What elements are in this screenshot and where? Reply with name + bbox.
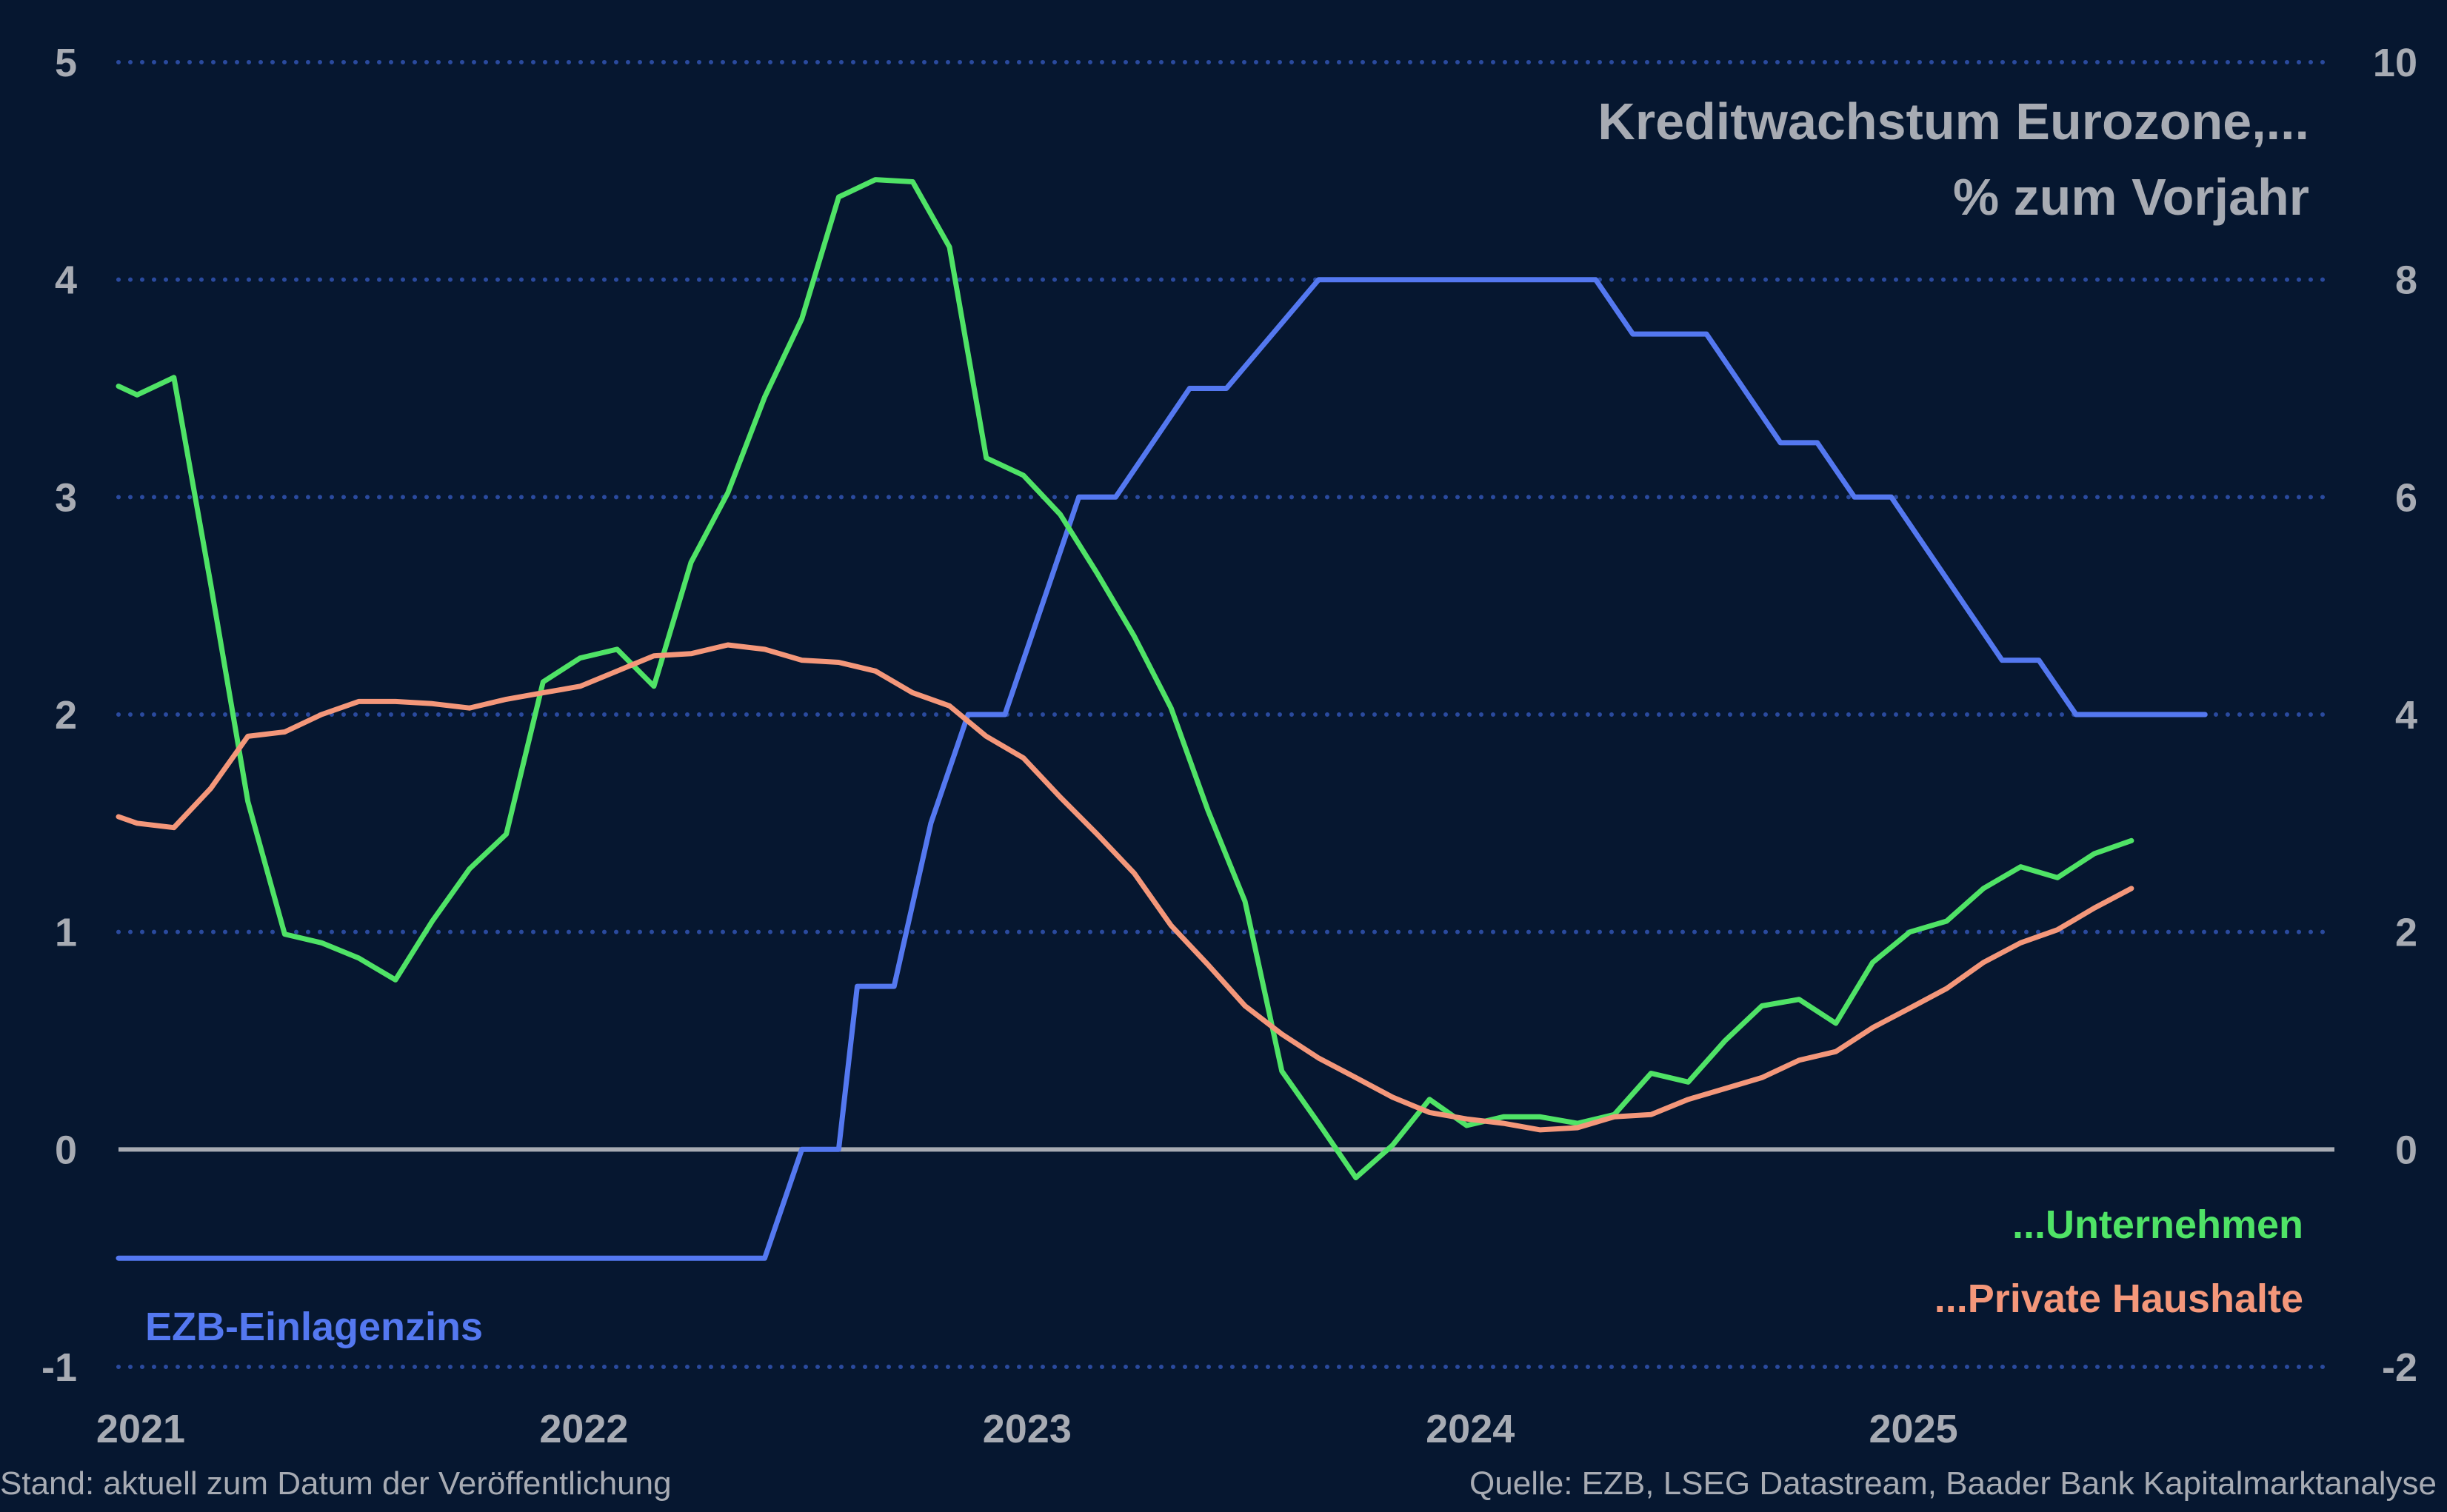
left-tick-label: 0 [55,1128,77,1172]
x-tick-label: 2022 [539,1407,628,1451]
footer-quelle: Quelle: EZB, LSEG Datastream, Baader Ban… [1469,1465,2437,1502]
right-tick-label: 8 [2395,258,2417,303]
footer-stand: Stand: aktuell zum Datum der Veröffentli… [0,1465,672,1502]
series-lines [116,177,2208,1261]
legend-private-haushalte: ...Private Haushalte [1934,1277,2303,1321]
right-tick-label: 6 [2395,475,2417,520]
series-line-private-haushalte [116,642,2134,1133]
left-tick-label: 4 [55,258,77,303]
chart-title-line1: Kreditwachstum Eurozone,... [1598,93,2309,150]
right-tick-label: -2 [2382,1345,2417,1390]
gridlines [116,60,2337,1369]
left-tick-label: -1 [41,1345,77,1390]
x-tick-label: 2024 [1426,1407,1515,1451]
legend-ezb-einlagenzins: EZB-Einlagenzins [145,1305,483,1349]
x-tick-label: 2025 [1869,1407,1958,1451]
right-tick-label: 0 [2395,1128,2417,1172]
left-tick-label: 3 [55,475,77,520]
series-line-unternehmen [116,177,2134,1180]
legend-unternehmen: ...Unternehmen [2012,1202,2303,1247]
left-tick-label: 5 [55,41,77,85]
x-tick-label: 2021 [96,1407,185,1451]
left-tick-label: 2 [55,693,77,737]
left-tick-label: 1 [55,911,77,955]
x-axis-ticks: 2021 2022 2023 2024 2025 [96,1407,1958,1451]
right-axis-ticks: 10 8 6 4 2 0 -2 [2373,41,2417,1390]
series-line-ezb-einlagenzins [116,277,2208,1261]
left-axis-ticks: 5 4 3 2 1 0 -1 [41,41,77,1390]
x-tick-label: 2023 [983,1407,1072,1451]
right-tick-label: 10 [2373,41,2417,85]
right-tick-label: 2 [2395,911,2417,955]
chart-title-line2: % zum Vorjahr [1953,168,2309,226]
right-tick-label: 4 [2395,693,2417,737]
